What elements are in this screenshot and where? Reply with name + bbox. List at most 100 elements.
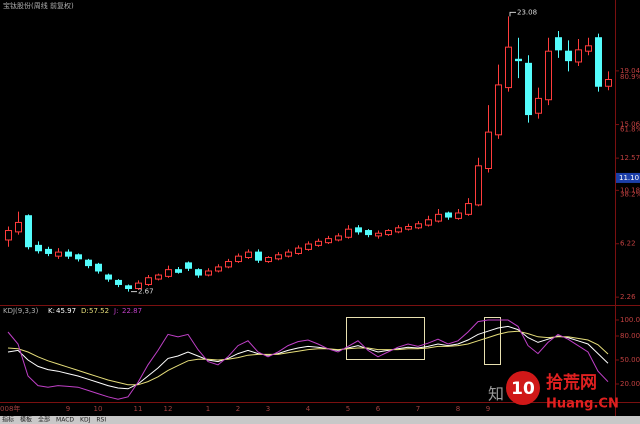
y-tick-label: 20.00 (620, 380, 640, 388)
candle-body (555, 37, 562, 51)
x-tick-label: 8 (456, 405, 460, 413)
candle-body (155, 274, 162, 280)
legend-value: 22.87 (122, 307, 142, 315)
candle-body (195, 269, 202, 276)
candle-body (365, 230, 372, 236)
annotation-pointer (509, 11, 516, 17)
candle-body (405, 225, 412, 230)
candle-body (335, 235, 342, 241)
watermark-logo: 10 (511, 379, 535, 399)
toolbar-bar (0, 416, 640, 424)
candle-body (495, 84, 502, 136)
y-tick-label: 19.04 (620, 67, 640, 75)
candle-body (205, 270, 212, 276)
candle-body (235, 255, 242, 263)
watermark-zhihu: 知 (488, 385, 504, 404)
fib-label: 61.8% (620, 126, 640, 134)
candle-body (105, 274, 112, 280)
candle-body (275, 254, 282, 260)
candle-body (565, 50, 572, 62)
highlight-box (484, 317, 501, 365)
toolbar-tab: MACD (56, 417, 74, 424)
y-tick-label: 6.22 (620, 240, 636, 248)
candle-body (295, 247, 302, 254)
candle-body (135, 282, 142, 290)
candle-body (435, 213, 442, 222)
candle-body (445, 212, 452, 218)
x-tick-label: 12 (164, 405, 173, 413)
candle-body (325, 238, 332, 244)
x-tick-label: 11 (134, 405, 143, 413)
candle-body (415, 223, 422, 229)
candle-body (485, 131, 492, 170)
candle-body (35, 244, 42, 252)
y-tick-label: 100.00 (620, 316, 640, 324)
y-tick-label: 10.18 (620, 186, 640, 194)
x-tick-label: 4 (306, 405, 311, 413)
candle-body (385, 230, 392, 236)
x-tick-label: 2008年 (0, 404, 20, 413)
toolbar-tab: RSI (96, 417, 106, 424)
legend-value: 45.97 (56, 307, 76, 315)
toolbar-tab: KDJ (80, 417, 91, 424)
candle-body (75, 254, 82, 260)
candle-body (505, 46, 512, 89)
annotation-low: 2.67 (138, 288, 154, 296)
candle-body (265, 257, 272, 263)
x-tick-label: 2 (236, 405, 240, 413)
candle-body (475, 165, 482, 206)
fib-label: 38.2% (620, 190, 640, 198)
candle-body (25, 215, 32, 248)
candle-body (535, 97, 542, 114)
x-tick-label: 1 (206, 405, 210, 413)
legend-value: 57.52 (89, 307, 109, 315)
price-marker-box (616, 172, 640, 183)
candle-body (395, 227, 402, 233)
candle-body (175, 269, 182, 273)
candle-body (285, 251, 292, 257)
candle-body (355, 227, 362, 233)
candle-body (245, 251, 252, 259)
candle-body (605, 79, 612, 87)
candle-body (15, 221, 22, 233)
toolbar-tab: 全部 (38, 416, 50, 424)
toolbar-tab: 模板 (20, 416, 32, 424)
highlight-box (346, 317, 425, 360)
candle-body (345, 228, 352, 238)
toolbar-tab: 指标 (2, 416, 14, 424)
candle-body (45, 248, 52, 254)
candle-body (595, 37, 602, 87)
x-tick-label: 3 (266, 405, 270, 413)
candle-body (125, 285, 132, 290)
candle-body (425, 219, 432, 226)
candle-body (465, 203, 472, 215)
candle-body (55, 251, 62, 257)
x-tick-label: 5 (346, 405, 350, 413)
indicator-title: KDJ(9,3,3) (3, 307, 39, 315)
candle-body (215, 266, 222, 272)
candle-body (255, 251, 262, 261)
candle-body (315, 240, 322, 246)
candle-body (455, 212, 462, 219)
candle-body (375, 232, 382, 237)
legend-name: J: (113, 307, 118, 315)
x-tick-label: 9 (66, 405, 70, 413)
watermark-domain: Huang.CN (546, 397, 619, 412)
candle-body (65, 251, 72, 257)
y-tick-label: 15.06 (620, 121, 640, 129)
candle-body (545, 50, 552, 101)
candle-body (515, 58, 522, 62)
kdj-line (7, 319, 609, 400)
watermark-logo-circle (506, 371, 540, 405)
legend-name: K: (48, 307, 55, 315)
chart-title: 宝钛股份(周线 前复权) (3, 1, 74, 10)
y-tick-label: 50.00 (620, 356, 640, 364)
candle-body (145, 277, 152, 285)
candle-body (165, 269, 172, 277)
watermark: 知 10 拾荒网 Huang.CN (488, 371, 619, 412)
x-tick-label: 7 (416, 405, 420, 413)
candle-body (575, 49, 582, 63)
watermark-site: 拾荒网 (546, 372, 597, 393)
